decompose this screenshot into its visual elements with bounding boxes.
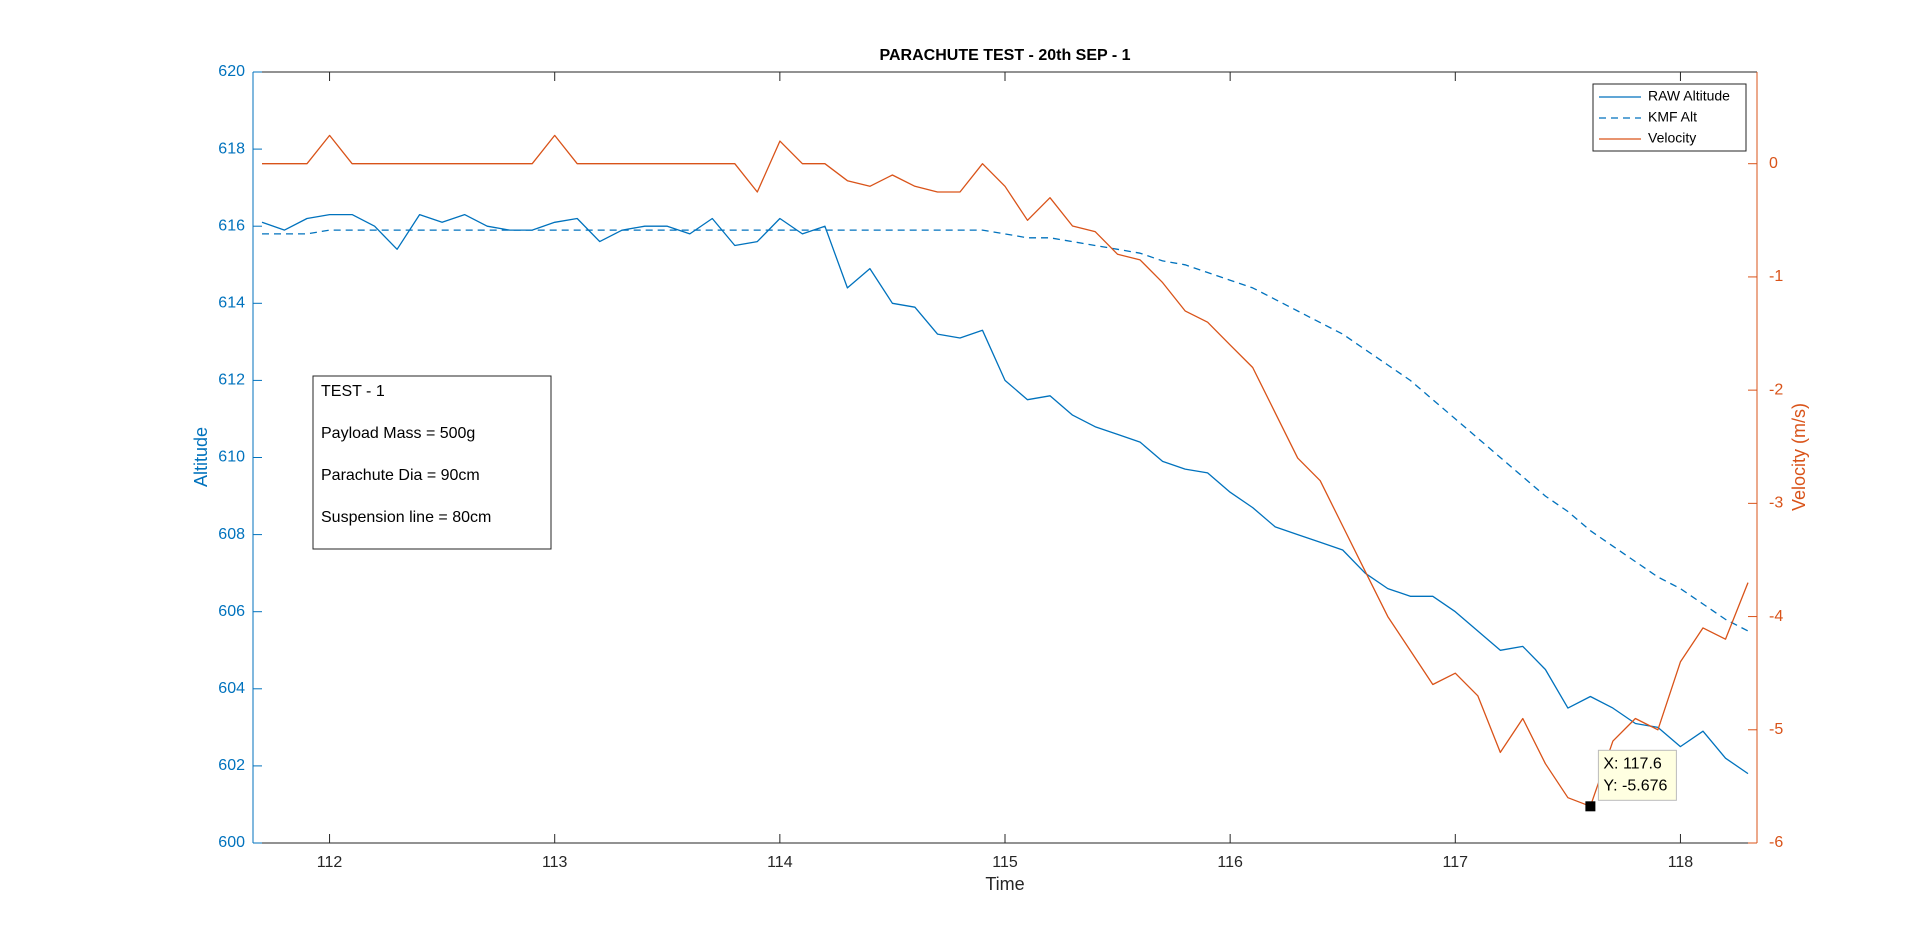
datatip-text: Y: -5.676 — [1603, 778, 1667, 795]
x-tick-label: 118 — [1668, 854, 1694, 871]
series-line — [262, 229, 1749, 632]
annotation-text: Payload Mass = 500g — [321, 425, 475, 442]
x-tick-label: 112 — [317, 854, 343, 871]
annotation-box: TEST - 1 Payload Mass = 500g Parachute Dia… — [312, 375, 552, 550]
y-axis-label: Altitude — [191, 427, 211, 487]
y-tick-label: 610 — [218, 449, 245, 466]
y2-tick-label: 0 — [1769, 155, 1778, 172]
y2-axis-label: Velocity (m/s) — [1789, 403, 1809, 511]
x-tick-label: 117 — [1443, 854, 1469, 871]
y2-tick-label: -1 — [1769, 268, 1783, 285]
x-axis-label: Time — [985, 874, 1024, 894]
datatip-marker — [1585, 801, 1596, 812]
y-tick-label: 618 — [218, 140, 245, 157]
series-line — [261, 213, 1749, 775]
y-tick-label: 602 — [218, 757, 245, 774]
legend-label: Velocity — [1648, 130, 1696, 146]
annotation-frame — [312, 375, 552, 550]
y-tick-label: 614 — [218, 295, 245, 312]
chart-title: PARACHUTE TEST - 20th SEP - 1 — [880, 47, 1131, 64]
y-tick-label: 604 — [218, 680, 245, 697]
y-tick-label: 620 — [218, 63, 245, 80]
x-tick-label: 114 — [767, 854, 793, 871]
legend-frame — [1592, 83, 1747, 152]
annotation-text: TEST - 1 — [321, 383, 385, 400]
y2-tick-label: -3 — [1769, 495, 1783, 512]
y-tick-label: 608 — [218, 526, 245, 543]
datatip-text: X: 117.6 — [1603, 756, 1662, 773]
x-tick-label: 113 — [542, 854, 568, 871]
y-tick-label: 612 — [218, 372, 245, 389]
y-tick-label: 606 — [218, 603, 245, 620]
x-tick-label: 116 — [1217, 854, 1243, 871]
annotation-text: Suspension line = 80cm — [321, 509, 491, 526]
datatip-box — [1597, 749, 1677, 801]
y2-tick-label: -5 — [1769, 721, 1783, 738]
x-tick-label: 115 — [992, 854, 1018, 871]
y2-tick-label: -2 — [1769, 381, 1783, 398]
annotation-text: Parachute Dia = 90cm — [321, 467, 480, 484]
legend-label: RAW Altitude — [1648, 88, 1730, 104]
y-tick-label: 600 — [218, 834, 245, 851]
y2-tick-label: -6 — [1769, 834, 1783, 851]
legend-label: KMF Alt — [1648, 109, 1697, 125]
series-line — [262, 134, 1749, 807]
y2-tick-label: -4 — [1769, 608, 1783, 625]
y-tick-label: 616 — [218, 217, 245, 234]
